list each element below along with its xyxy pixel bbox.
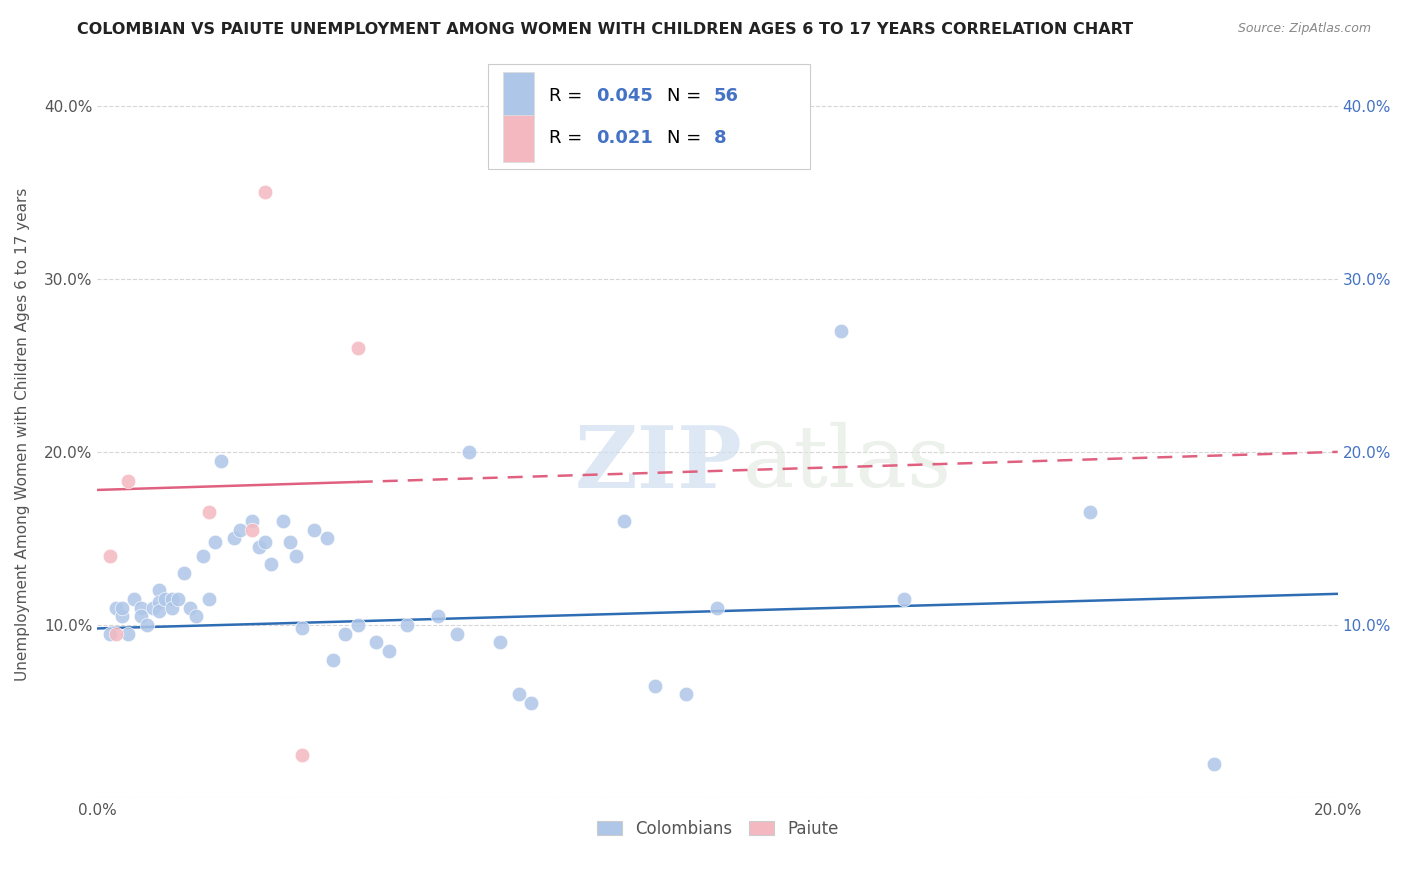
Point: [446, 626, 468, 640]
Point: [322, 652, 344, 666]
Point: [98, 626, 121, 640]
Point: [675, 687, 697, 701]
Point: [148, 595, 170, 609]
Point: [209, 453, 232, 467]
Point: [117, 475, 139, 489]
Text: N =: N =: [666, 87, 707, 105]
Point: [278, 534, 301, 549]
Point: [160, 600, 183, 615]
Point: [229, 523, 252, 537]
Point: [613, 514, 636, 528]
Point: [335, 626, 357, 640]
Point: [284, 549, 307, 563]
Point: [304, 523, 326, 537]
Point: [111, 609, 134, 624]
Point: [186, 609, 208, 624]
FancyBboxPatch shape: [488, 63, 810, 169]
Point: [366, 635, 388, 649]
Point: [706, 600, 728, 615]
Point: [315, 532, 337, 546]
Point: [167, 592, 190, 607]
Point: [271, 514, 294, 528]
Point: [155, 592, 177, 607]
Point: [1078, 505, 1101, 519]
Point: [644, 679, 666, 693]
Point: [458, 445, 481, 459]
Point: [253, 185, 276, 199]
Bar: [503, 72, 534, 120]
Text: N =: N =: [666, 129, 707, 147]
Point: [135, 618, 157, 632]
Point: [117, 626, 139, 640]
Point: [111, 600, 134, 615]
Point: [520, 696, 543, 710]
Point: [198, 505, 221, 519]
Point: [260, 558, 283, 572]
Point: [98, 549, 121, 563]
Point: [124, 592, 146, 607]
Point: [346, 341, 368, 355]
Point: [148, 604, 170, 618]
Text: Source: ZipAtlas.com: Source: ZipAtlas.com: [1237, 22, 1371, 36]
Point: [253, 534, 276, 549]
Text: R =: R =: [548, 129, 588, 147]
Legend: Colombians, Paiute: Colombians, Paiute: [591, 813, 845, 845]
Point: [291, 622, 314, 636]
Point: [204, 534, 226, 549]
Point: [377, 644, 399, 658]
Point: [160, 592, 183, 607]
Point: [346, 618, 368, 632]
Point: [291, 747, 314, 762]
Point: [489, 635, 512, 649]
Point: [179, 600, 201, 615]
Point: [240, 514, 263, 528]
Text: 8: 8: [714, 129, 727, 147]
Point: [247, 540, 270, 554]
Point: [129, 600, 152, 615]
Bar: [503, 114, 534, 161]
Point: [893, 592, 915, 607]
Point: [129, 609, 152, 624]
Point: [222, 532, 245, 546]
Point: [396, 618, 419, 632]
Point: [104, 626, 127, 640]
Point: [508, 687, 530, 701]
Text: 0.021: 0.021: [596, 129, 652, 147]
Text: atlas: atlas: [742, 422, 952, 505]
Point: [1202, 756, 1225, 771]
Point: [830, 324, 852, 338]
Text: 0.045: 0.045: [596, 87, 652, 105]
Point: [198, 592, 221, 607]
Text: ZIP: ZIP: [575, 422, 742, 506]
Text: R =: R =: [548, 87, 588, 105]
Point: [104, 600, 127, 615]
Point: [148, 583, 170, 598]
Point: [173, 566, 195, 580]
Point: [142, 600, 165, 615]
Point: [240, 523, 263, 537]
Y-axis label: Unemployment Among Women with Children Ages 6 to 17 years: Unemployment Among Women with Children A…: [15, 188, 30, 681]
Point: [191, 549, 214, 563]
Text: COLOMBIAN VS PAIUTE UNEMPLOYMENT AMONG WOMEN WITH CHILDREN AGES 6 TO 17 YEARS CO: COLOMBIAN VS PAIUTE UNEMPLOYMENT AMONG W…: [77, 22, 1133, 37]
Point: [427, 609, 450, 624]
Text: 56: 56: [714, 87, 738, 105]
